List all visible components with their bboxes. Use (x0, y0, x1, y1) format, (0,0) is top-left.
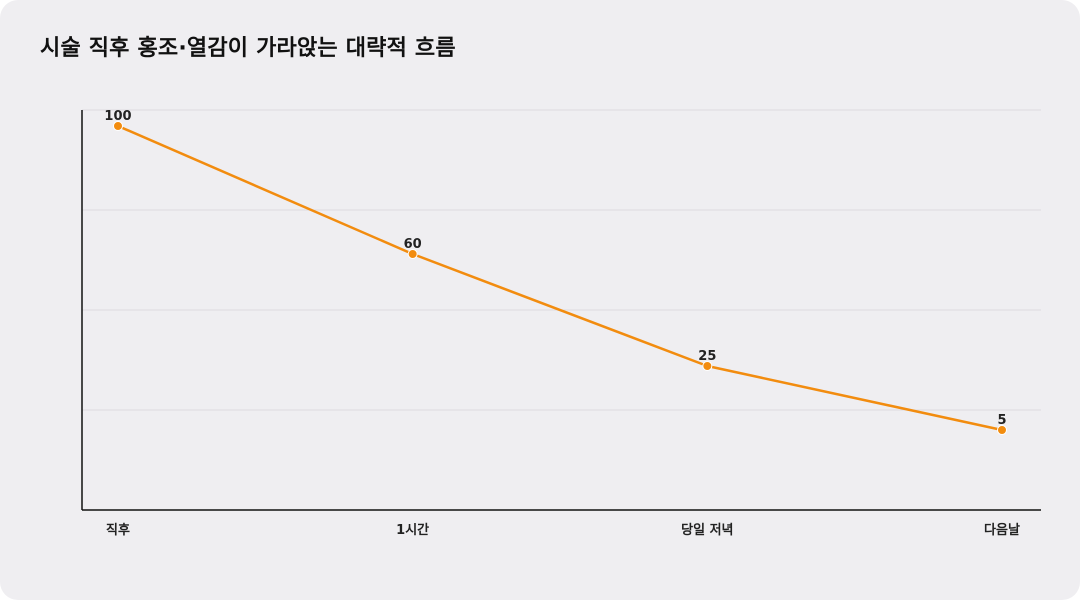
x-tick-label: 다음날 (984, 522, 1020, 538)
data-label: 25 (698, 349, 716, 364)
data-label: 5 (997, 413, 1006, 428)
data-label: 60 (404, 237, 422, 252)
data-point (113, 121, 123, 131)
data-point (997, 425, 1007, 435)
data-point (407, 249, 418, 259)
data-point (702, 361, 713, 371)
data-label: 100 (104, 109, 131, 124)
chart-title: 시술 직후 홍조·열감이 가라앉는 대략적 흐름 (40, 36, 456, 61)
x-tick-label: 1시간 (396, 522, 429, 538)
series-line (116, 124, 1004, 432)
x-tick-label: 직후 (106, 522, 130, 538)
x-tick-label: 당일 저녁 (681, 522, 733, 538)
